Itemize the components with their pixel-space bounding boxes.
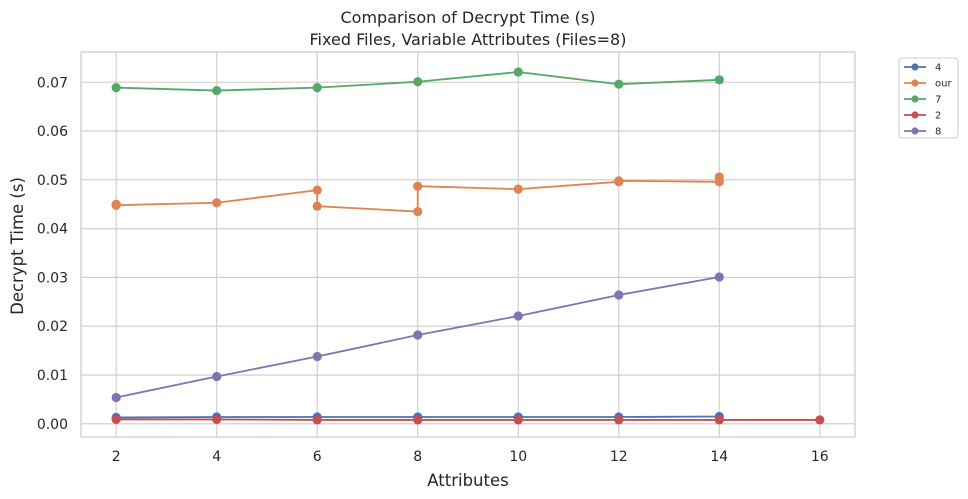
- data-point: [111, 83, 121, 93]
- data-point: [513, 415, 523, 425]
- series-2: [111, 414, 825, 425]
- data-point: [614, 415, 624, 425]
- legend-item: 4: [904, 63, 941, 74]
- chart-title: Comparison of Decrypt Time (s): [341, 8, 596, 27]
- legend-label: 8: [935, 127, 941, 138]
- legend-label: 7: [935, 95, 941, 106]
- data-point: [111, 414, 121, 425]
- y-tick-label: 0.05: [37, 173, 68, 189]
- legend: 4 our 7 2 8: [898, 57, 959, 139]
- y-tick-label: 0.07: [37, 75, 68, 91]
- y-tick-label: 0.02: [37, 319, 68, 335]
- legend-swatch-marker: [911, 63, 919, 71]
- data-point: [714, 272, 724, 282]
- data-point: [212, 85, 222, 96]
- data-point: [312, 201, 322, 211]
- data-point: [212, 371, 222, 382]
- series-line: [115, 176, 721, 213]
- tick-labels: 2 4 6 8 10 12 14 16 0.00 0.01 0.02 0.03 0.04 0.05 0.06…: [37, 75, 829, 465]
- legend-label: 2: [935, 111, 941, 122]
- data-point: [614, 79, 624, 89]
- grid: [81, 52, 855, 437]
- data-point: [413, 181, 423, 191]
- data-point: [714, 75, 724, 85]
- plot-frame: [80, 51, 856, 438]
- x-tick-label: 6: [313, 449, 322, 465]
- data-point: [413, 415, 423, 425]
- data-point: [413, 206, 423, 217]
- data-point: [513, 311, 523, 321]
- legend-swatch-marker: [911, 95, 919, 103]
- data-point: [312, 83, 322, 93]
- y-tick-label: 0.03: [37, 270, 68, 286]
- data-point: [714, 172, 724, 182]
- data-point: [312, 185, 322, 195]
- y-tick-label: 0.06: [37, 124, 68, 140]
- series-our: [111, 172, 724, 217]
- y-tick-label: 0.01: [37, 368, 68, 384]
- x-tick-label: 16: [811, 449, 829, 465]
- data-point: [212, 414, 222, 425]
- series-lines: [111, 67, 825, 425]
- chart-subtitle: Fixed Files, Variable Attributes (Files=…: [310, 30, 627, 49]
- x-axis-label: Attributes: [427, 471, 508, 490]
- data-point: [614, 176, 624, 186]
- x-tick-label: 8: [413, 449, 422, 465]
- x-tick-label: 10: [509, 449, 527, 465]
- data-point: [413, 77, 423, 87]
- legend-frame: [898, 57, 959, 139]
- legend-swatch-marker: [911, 79, 919, 87]
- legend-label: 4: [935, 63, 941, 74]
- y-tick-label: 0.04: [37, 222, 68, 238]
- series-8: [111, 272, 724, 403]
- data-point: [413, 330, 423, 340]
- data-point: [614, 290, 624, 300]
- data-point: [815, 415, 825, 425]
- data-point: [714, 415, 724, 425]
- data-point: [111, 392, 121, 403]
- legend-item: 2: [904, 111, 941, 122]
- x-tick-label: 14: [710, 449, 728, 465]
- data-point: [312, 351, 322, 362]
- x-tick-label: 4: [212, 449, 221, 465]
- legend-label: our: [935, 79, 952, 90]
- y-axis-label: Decrypt Time (s): [8, 177, 27, 315]
- legend-item: 8: [904, 127, 941, 138]
- data-point: [212, 198, 222, 208]
- series-7: [111, 67, 724, 96]
- data-point: [513, 184, 523, 194]
- data-point: [111, 200, 121, 210]
- legend-swatch-marker: [911, 111, 919, 119]
- x-tick-label: 12: [610, 449, 628, 465]
- x-tick-label: 2: [112, 449, 121, 465]
- legend-item: our: [904, 79, 952, 90]
- y-tick-label: 0.00: [37, 417, 68, 433]
- data-point: [513, 67, 523, 77]
- data-point: [312, 415, 322, 425]
- legend-swatch-marker: [911, 127, 919, 135]
- legend-item: 7: [904, 95, 941, 106]
